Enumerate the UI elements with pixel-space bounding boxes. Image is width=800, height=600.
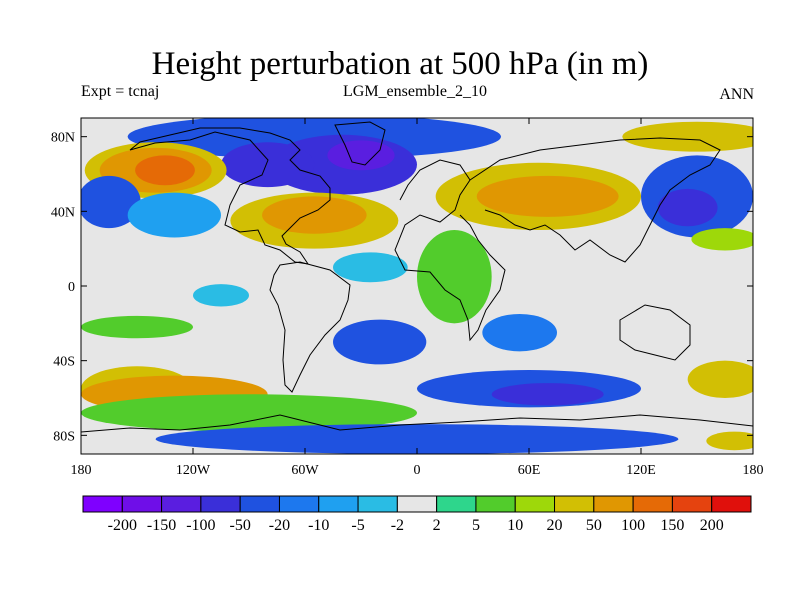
- colorbar-swatch: [396, 495, 438, 513]
- coastline-greenland: [334, 121, 386, 166]
- colorbar-label: 200: [700, 517, 724, 534]
- field-region-greenland-low: [327, 140, 395, 171]
- colorbar-swatch: [318, 495, 359, 513]
- lon-tick-label: 60E: [518, 463, 541, 478]
- field-region-north-pacific-blue: [127, 192, 221, 238]
- field-region-tropics-blue-atlantic: [333, 252, 408, 283]
- field-region-canada-low: [220, 142, 315, 188]
- colorbar-swatch: [357, 495, 398, 513]
- field-region-south-atlantic-blue: [333, 319, 427, 365]
- ensemble-label: LGM_ensemble_2_10: [343, 83, 487, 100]
- colorbar: -200 -150 -100 -50 -20 -10 -5 -2 2 5 10 20 50 100 150 2…: [82, 495, 752, 534]
- field-region-pacific-green: [691, 228, 753, 251]
- colorbar-swatch: [632, 495, 673, 513]
- colorbar-swatch: [200, 495, 241, 513]
- colorbar-label: -20: [269, 517, 290, 534]
- colorbar-swatch: [121, 495, 163, 513]
- lon-tick-label: 0: [414, 463, 421, 478]
- colorbar-label: 5: [472, 517, 480, 534]
- field-region-antarctica-east-yellow: [706, 431, 753, 451]
- colorbar-label: 20: [547, 517, 563, 534]
- lat-tick-label: 40N: [51, 205, 75, 220]
- field-region-tropics-blue-pacific: [193, 284, 249, 307]
- lat-tick-label: 80N: [51, 131, 75, 146]
- colorbar-swatch: [239, 495, 280, 513]
- plot-title: Height perturbation at 500 hPa (in m): [151, 46, 649, 82]
- field-region-antarctica-blue: [155, 424, 679, 454]
- colorbar-swatch: [671, 495, 713, 513]
- field-region-alaska-high-core: [135, 155, 195, 186]
- longitude-axis: 180 120W 60W 0 60E 120E 180: [71, 118, 764, 478]
- coastline-europe-africa: [394, 159, 506, 342]
- lon-tick-label: 120W: [176, 463, 211, 478]
- field-region-arctic-east-yellow: [622, 121, 753, 152]
- colorbar-swatch: [278, 495, 320, 513]
- colorbar-label: -150: [147, 517, 176, 534]
- colorbar-swatch: [554, 495, 595, 513]
- field-region-south-pacific-green: [81, 315, 193, 339]
- lon-tick-label: 120E: [626, 463, 656, 478]
- field-region-east-asia-core: [657, 188, 718, 227]
- field-region-australia-south-yellow: [687, 360, 753, 398]
- field-region-atlantic-high: [262, 196, 367, 234]
- colorbar-label: -200: [108, 517, 137, 534]
- lat-tick-label: 40S: [53, 355, 75, 370]
- colorbar-label: 2: [433, 517, 441, 534]
- field-region-pacific-low-west: [81, 175, 141, 229]
- colorbar-swatch: [711, 495, 752, 513]
- lat-tick-label: 80S: [53, 429, 75, 444]
- colorbar-label: 10: [507, 517, 523, 534]
- colorbar-swatch: [436, 495, 477, 513]
- colorbar-swatch: [593, 495, 634, 513]
- field-region-south-indian-blue: [482, 314, 557, 352]
- colorbar-swatch: [82, 495, 123, 513]
- lon-tick-label: 60W: [291, 463, 319, 478]
- field-region-southern-ocean-navy: [491, 383, 604, 406]
- field-region-southern-ocean-green: [81, 394, 417, 432]
- coastline-asia: [469, 137, 721, 263]
- colorbar-swatch: [161, 495, 202, 513]
- height-perturbation-field: [81, 118, 753, 454]
- colorbar-label: 150: [660, 517, 684, 534]
- field-region-tropics-green-africa: [417, 229, 492, 324]
- colorbar-label: -2: [391, 517, 404, 534]
- colorbar-label: 100: [621, 517, 645, 534]
- lon-tick-label: 180: [71, 463, 92, 478]
- colorbar-label: 50: [586, 517, 602, 534]
- coastline-north-america: [129, 127, 331, 265]
- lat-tick-label: 0: [68, 280, 75, 295]
- colorbar-label: -10: [308, 517, 329, 534]
- coastline-australia: [619, 304, 691, 361]
- experiment-label: Expt = tcnaj: [81, 83, 160, 100]
- colorbar-swatch: [475, 495, 516, 513]
- coastline-antarctica: [81, 414, 753, 433]
- coastline-south-america: [269, 261, 351, 393]
- colorbar-label: -100: [186, 517, 215, 534]
- field-region-europe-high: [476, 175, 619, 217]
- season-label: ANN: [719, 86, 754, 103]
- lon-tick-label: 180: [743, 463, 764, 478]
- colorbar-label: -5: [351, 517, 364, 534]
- coastlines: [81, 121, 753, 433]
- colorbar-swatch: [514, 495, 556, 513]
- latitude-axis: 80N 40N 0 40S 80S: [51, 131, 753, 444]
- colorbar-label: -50: [230, 517, 251, 534]
